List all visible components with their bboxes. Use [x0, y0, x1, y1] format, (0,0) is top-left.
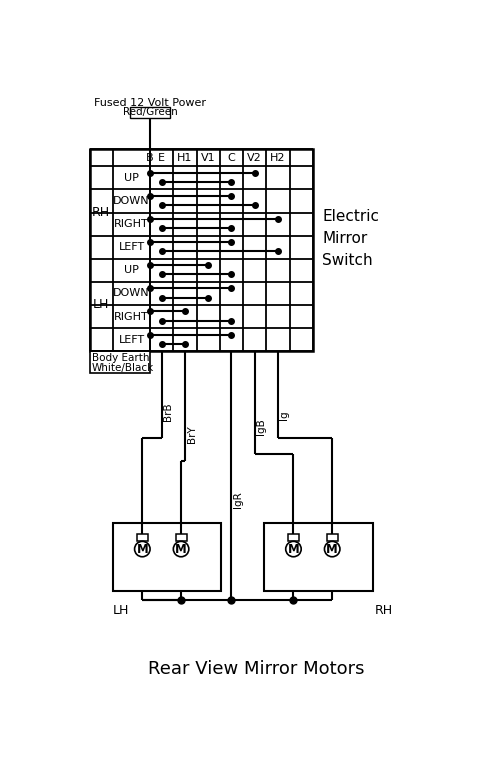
Circle shape [134, 542, 150, 557]
Text: M: M [175, 542, 187, 555]
Bar [137, 534, 148, 541]
Bar [130, 107, 170, 118]
Text: IgB: IgB [256, 418, 266, 435]
Text: Rear View Mirror Motors: Rear View Mirror Motors [148, 660, 364, 678]
Text: M: M [288, 542, 300, 555]
Text: V1: V1 [201, 153, 216, 163]
Text: UP: UP [124, 265, 139, 275]
Bar [264, 523, 372, 591]
Text: RH: RH [92, 206, 110, 219]
Text: V2: V2 [248, 153, 262, 163]
Text: RIGHT: RIGHT [114, 312, 149, 322]
Circle shape [286, 542, 301, 557]
Text: DOWN: DOWN [113, 196, 150, 206]
Text: BrY: BrY [186, 426, 196, 443]
Text: RH: RH [375, 604, 393, 617]
Circle shape [174, 542, 189, 557]
Text: LH: LH [93, 299, 110, 312]
Bar [176, 534, 186, 541]
Text: LH: LH [113, 604, 129, 617]
Text: LEFT: LEFT [118, 335, 144, 345]
Circle shape [324, 542, 340, 557]
Text: Ig: Ig [280, 410, 289, 420]
Text: BrB: BrB [163, 402, 173, 420]
Text: Red/Green: Red/Green [122, 108, 178, 118]
Text: M: M [136, 542, 148, 555]
Text: C: C [228, 153, 235, 163]
Text: H2: H2 [270, 153, 285, 163]
Bar [327, 534, 338, 541]
Bar [90, 351, 150, 373]
Text: E: E [158, 153, 165, 163]
Text: RIGHT: RIGHT [114, 219, 149, 229]
Text: B: B [146, 153, 154, 163]
Text: M: M [326, 542, 338, 555]
Text: IgR: IgR [233, 491, 243, 508]
Text: Body Earth: Body Earth [92, 353, 150, 363]
Bar [288, 534, 299, 541]
Text: UP: UP [124, 173, 139, 183]
Bar [90, 150, 313, 351]
Text: H1: H1 [178, 153, 192, 163]
Bar [113, 523, 222, 591]
Text: LEFT: LEFT [118, 242, 144, 252]
Text: DOWN: DOWN [113, 289, 150, 299]
Text: White/Black: White/Black [92, 363, 154, 373]
Text: Fused 12 Volt Power: Fused 12 Volt Power [94, 98, 206, 108]
Text: Electric
Mirror
Switch: Electric Mirror Switch [322, 209, 379, 268]
